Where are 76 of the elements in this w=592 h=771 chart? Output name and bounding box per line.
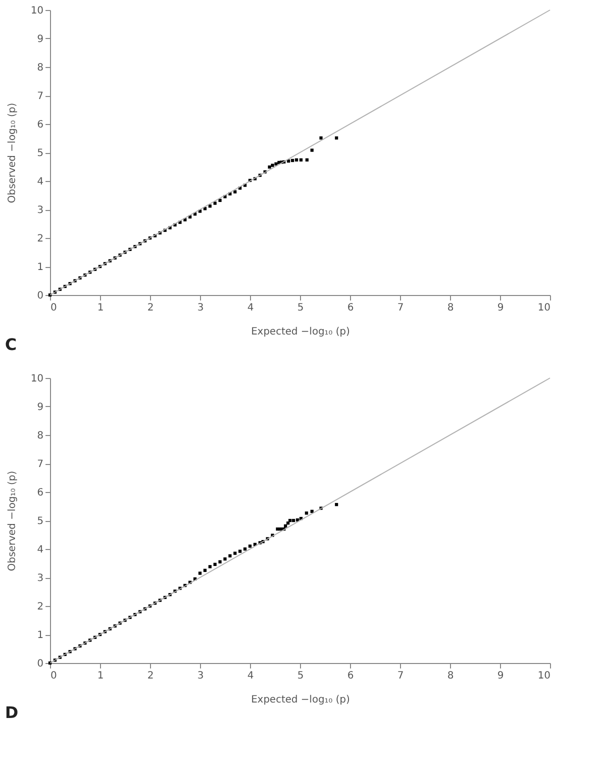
point — [305, 158, 309, 162]
y-tick-label: 5 — [37, 516, 44, 527]
point — [218, 560, 222, 564]
y-tick-label: 5 — [37, 148, 44, 159]
x-tick-label: 1 — [97, 670, 104, 682]
point — [299, 158, 303, 162]
x-tick-label: 6 — [347, 670, 354, 682]
point — [270, 164, 274, 167]
x-tick-label: 8 — [447, 670, 454, 682]
x-tick-label: 9 — [497, 302, 504, 314]
y-tick-label: 1 — [37, 630, 44, 641]
y-tick-label: 0 — [37, 658, 44, 670]
x-tick-label: 4 — [247, 302, 254, 314]
y-axis-title: Observed −log₁₀ (p) — [6, 102, 18, 204]
x-tick-label: 0 — [50, 670, 57, 682]
text: C — [5, 335, 17, 354]
x-tick-label: 7 — [397, 670, 404, 682]
x-tick-label: 5 — [297, 670, 304, 682]
y-tick-label: 7 — [37, 459, 44, 470]
point — [334, 502, 338, 506]
y-tick-label: 3 — [37, 573, 44, 584]
point — [233, 190, 237, 194]
x-tick-label: 2 — [147, 670, 154, 682]
x-tick-label: 0 — [50, 302, 57, 314]
y-axis-title: Observed −log₁₀ (p) — [6, 470, 18, 572]
y-tick-label: 2 — [37, 234, 44, 244]
x-axis-title: Expected −log₁₀ (p) — [251, 694, 350, 706]
point — [213, 202, 217, 205]
point — [290, 158, 294, 162]
point — [203, 568, 207, 572]
x-tick-label: 1 — [97, 302, 104, 314]
x-tick-label: 10 — [538, 670, 550, 682]
y-tick-label: 6 — [37, 120, 44, 130]
x-tick-label: 2 — [147, 302, 154, 314]
point — [233, 552, 237, 555]
y-tick-label: 9 — [37, 34, 44, 45]
x-tick-label: 5 — [297, 302, 304, 314]
point — [208, 565, 212, 568]
point — [248, 544, 252, 548]
x-tick-label: 6 — [347, 302, 354, 314]
y-tick-label: 8 — [37, 430, 44, 442]
y-tick-label: 0 — [37, 290, 44, 302]
text: D — [5, 703, 18, 722]
point — [294, 158, 298, 162]
point — [334, 136, 338, 140]
y-tick-label: 1 — [37, 262, 44, 273]
point — [268, 165, 272, 169]
point — [284, 524, 288, 528]
point — [292, 518, 296, 522]
x-axis-title: Expected −log₁₀ (p) — [251, 326, 350, 338]
y-tick-label: 3 — [37, 205, 44, 216]
x-tick-label: 3 — [197, 302, 204, 314]
point — [198, 572, 202, 575]
y-tick-label: 2 — [37, 602, 44, 612]
point — [288, 518, 292, 522]
point — [304, 512, 308, 515]
point — [310, 148, 314, 152]
x-tick-label: 7 — [397, 302, 404, 314]
y-tick-label: 4 — [37, 176, 44, 188]
x-tick-label: 3 — [197, 670, 204, 682]
y-tick-label: 8 — [37, 62, 44, 74]
point — [243, 547, 247, 551]
x-tick-label: 9 — [497, 670, 504, 682]
y-tick-label: 10 — [30, 374, 44, 384]
point — [213, 562, 217, 566]
y-tick-label: 7 — [37, 91, 44, 102]
y-tick-label: 9 — [37, 402, 44, 413]
point — [238, 550, 242, 553]
x-tick-label: 4 — [247, 670, 254, 682]
point — [223, 557, 227, 561]
x-tick-label: 8 — [447, 302, 454, 314]
x-tick-label: 10 — [538, 302, 550, 314]
point — [228, 554, 232, 558]
y-tick-label: 4 — [37, 544, 44, 556]
y-tick-label: 10 — [30, 6, 44, 16]
y-tick-label: 6 — [37, 488, 44, 498]
